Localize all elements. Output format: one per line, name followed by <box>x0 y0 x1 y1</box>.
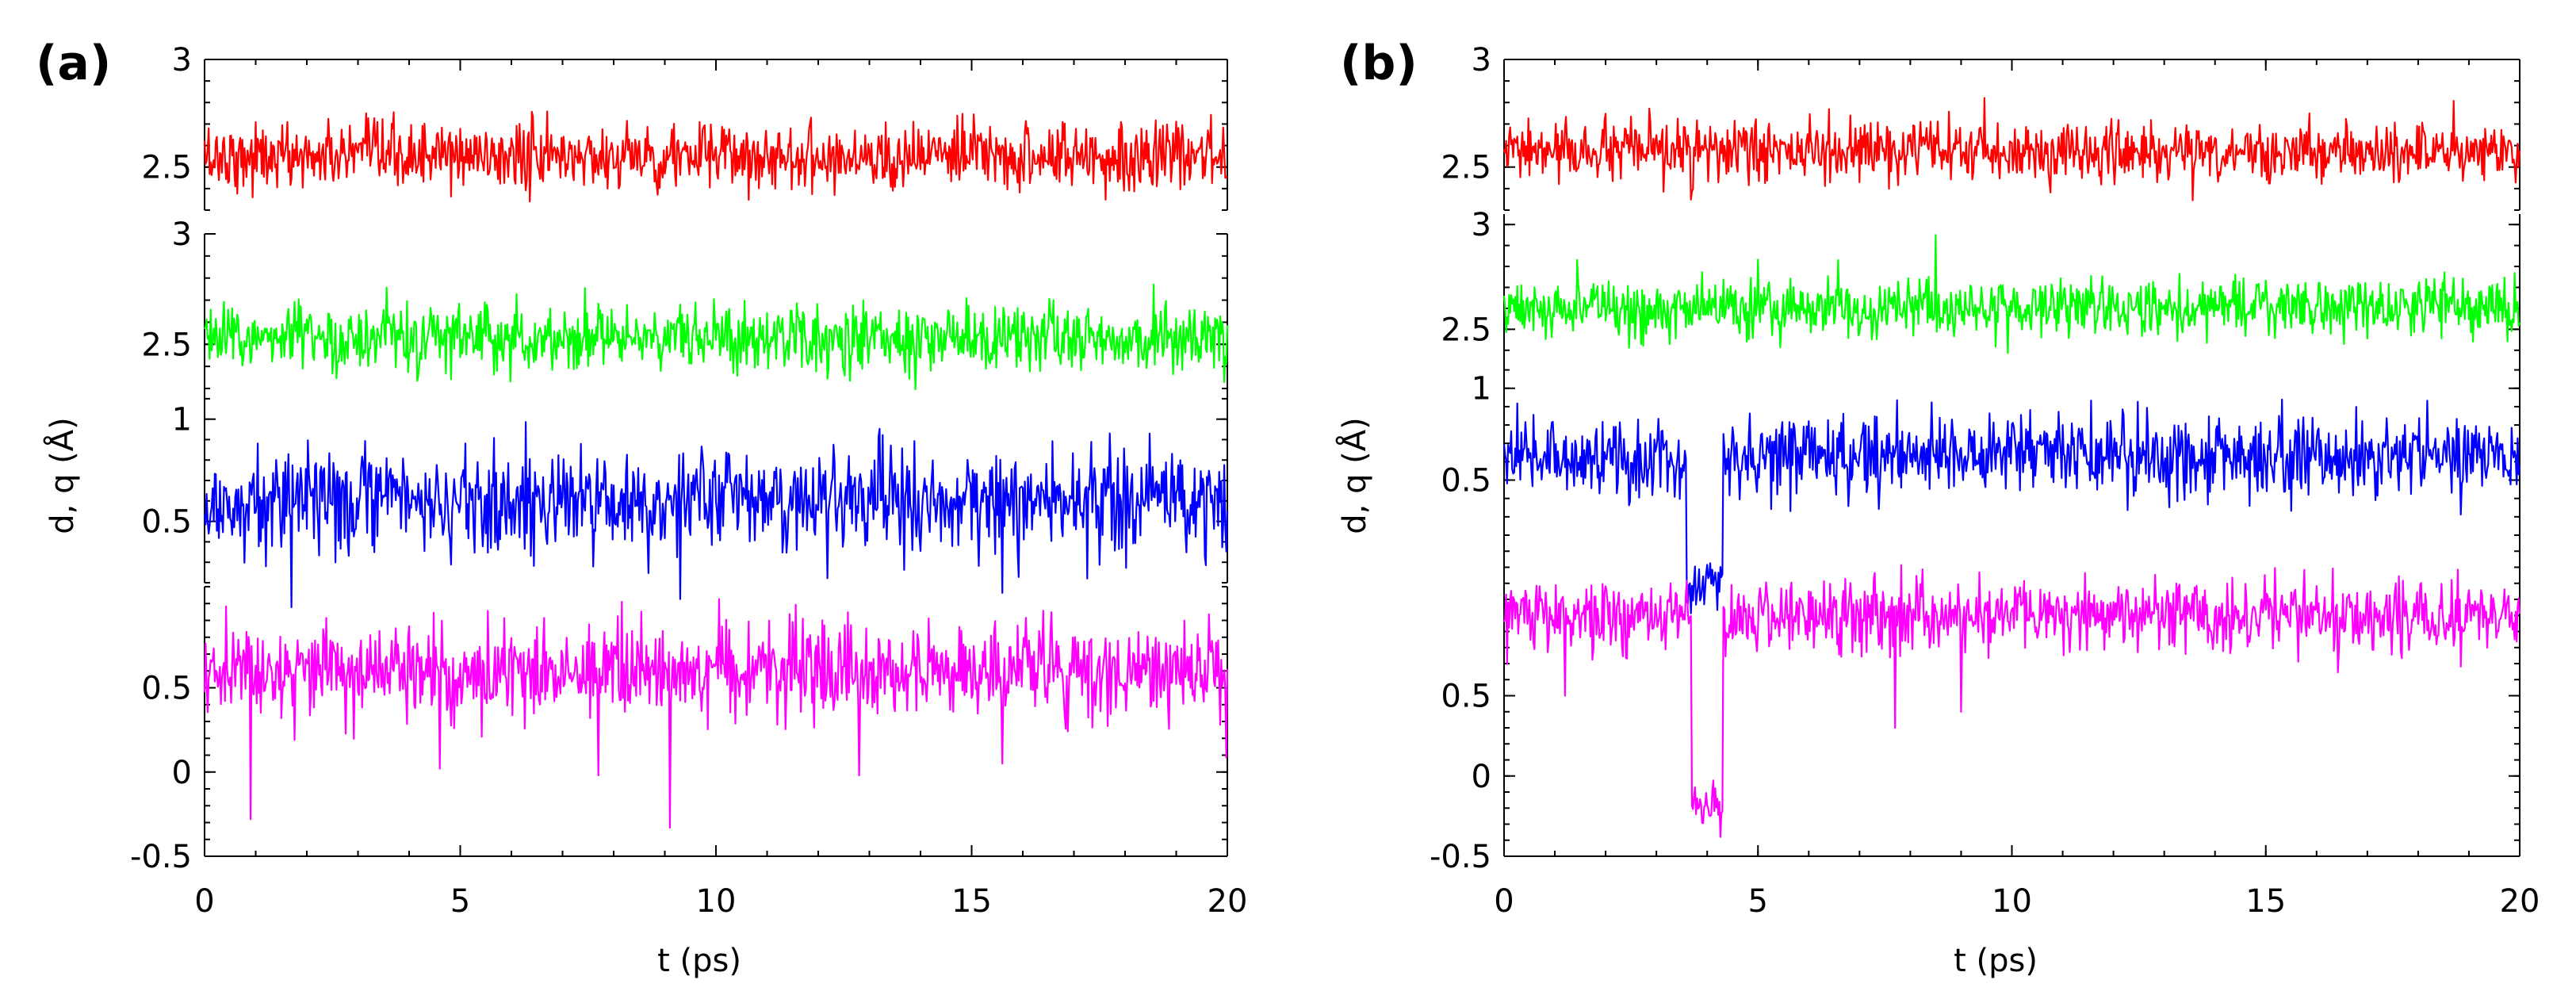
y-tick-label: 2.5 <box>1441 150 1491 186</box>
y-tick-label: 3 <box>1472 42 1491 78</box>
x-tick-label: 15 <box>2245 883 2286 920</box>
x-axis-title-b: t (ps) <box>1954 943 2038 979</box>
y-tick-label: 0.5 <box>141 671 192 707</box>
x-tick-label: 10 <box>696 883 737 920</box>
panel-label-b: (b) <box>1340 36 1418 91</box>
y-tick-label: 0 <box>1472 759 1491 795</box>
x-tick-label: 5 <box>1748 883 1768 920</box>
y-tick-label: 0.5 <box>1441 679 1491 715</box>
y-tick-label: -0.5 <box>130 839 192 875</box>
panel-label-a: (a) <box>36 36 111 91</box>
series-green-line <box>203 283 1229 391</box>
x-axis-title-a: t (ps) <box>657 943 741 979</box>
series-green-line <box>1502 234 2521 354</box>
y-tick-label: 1 <box>172 402 192 438</box>
panel-a: (a) d, q (Å) t (ps) 2.532.530.51-0.500.5… <box>36 36 1247 979</box>
y-tick-label: 0.5 <box>1441 463 1491 499</box>
series-magenta-line <box>1502 564 2521 838</box>
series-red-line <box>1502 97 2521 201</box>
y-tick-label: 2.5 <box>141 327 192 363</box>
y-tick-label: 2.5 <box>141 150 192 186</box>
y-tick-label: -0.5 <box>1430 839 1491 875</box>
x-tick-label: 0 <box>194 883 214 920</box>
series-magenta-line <box>203 598 1229 829</box>
y-tick-label: 3 <box>1472 207 1491 243</box>
panel-b: (b) d, q (Å) t (ps) 2.532.530.51-0.500.5… <box>1335 36 2540 979</box>
y-axis-title-b: d, q (Å) <box>1335 417 1373 534</box>
y-tick-label: 3 <box>172 42 192 78</box>
x-tick-label: 10 <box>1992 883 2032 920</box>
y-tick-label: 0.5 <box>141 504 192 541</box>
y-tick-label: 0 <box>172 755 192 791</box>
x-tick-label: 20 <box>2500 883 2540 920</box>
series-red-line <box>203 110 1228 203</box>
x-tick-label: 0 <box>1494 883 1514 920</box>
x-tick-label: 5 <box>450 883 470 920</box>
y-tick-label: 1 <box>1472 371 1491 408</box>
x-tick-label: 20 <box>1208 883 1248 920</box>
y-tick-label: 3 <box>172 216 192 253</box>
series-blue-line <box>1502 398 2521 614</box>
series-blue-line <box>203 421 1229 608</box>
y-axis-title-a: d, q (Å) <box>43 417 81 534</box>
x-tick-label: 15 <box>951 883 992 920</box>
y-tick-label: 2.5 <box>1441 312 1491 348</box>
